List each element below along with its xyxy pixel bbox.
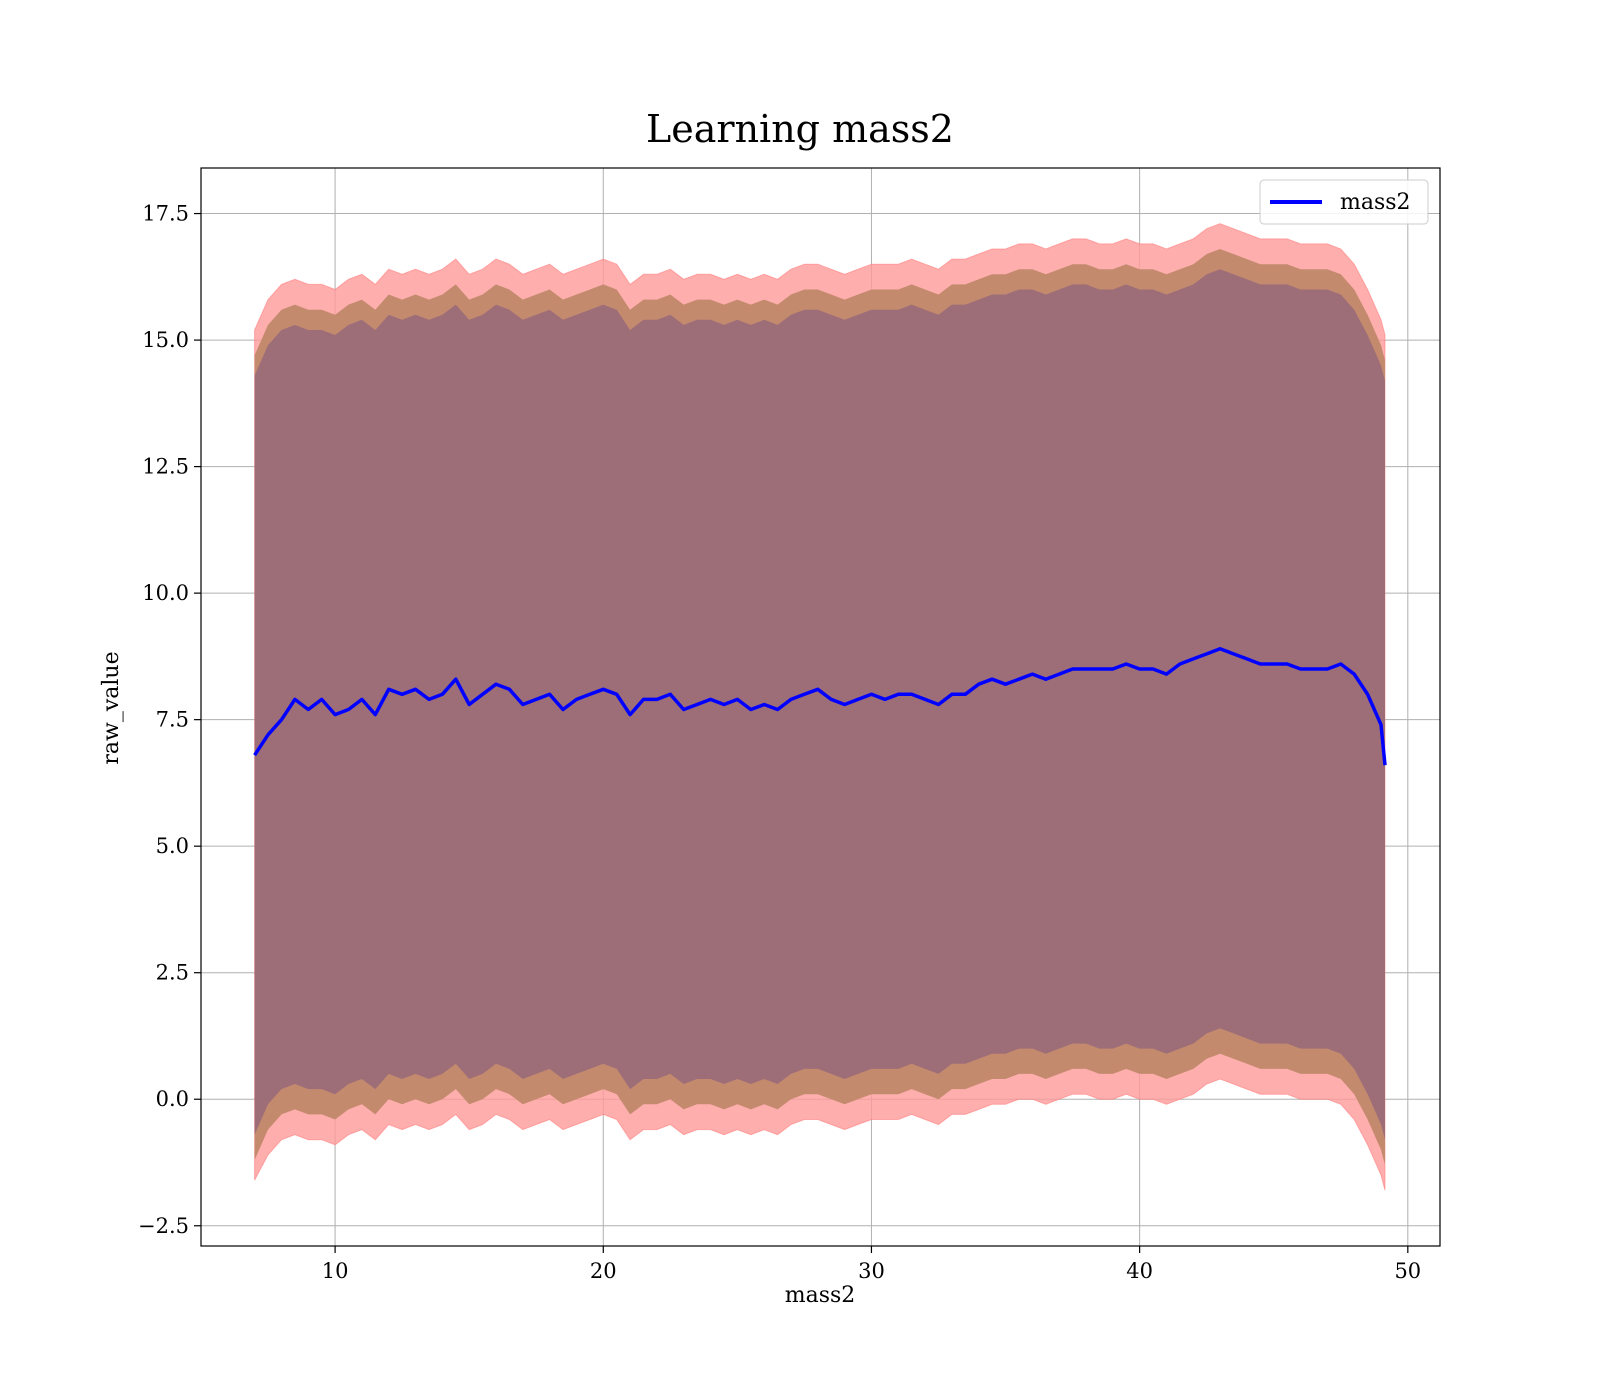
y-tick-label: −2.5 [138,1214,189,1238]
series-line-mass2 [253,647,1387,766]
y-tick-label: 15.0 [142,328,189,352]
series [253,647,1387,766]
x-axis-label: mass2 [785,1283,856,1308]
y-tick-label: 0.0 [156,1087,189,1111]
band-inner [254,269,1386,1140]
y-tick-label: 10.0 [142,581,189,605]
x-tick-label: 30 [858,1259,885,1283]
bands [254,223,1386,1191]
legend: mass2 [1259,179,1429,225]
y-axis: −2.5 0.0 2.5 5.0 7.5 10.0 12.5 15.0 17.5 [138,202,201,1238]
x-axis: 10 20 30 40 50 [322,1246,1421,1283]
y-tick-label: 5.0 [156,834,189,858]
x-tick-label: 20 [590,1259,617,1283]
y-tick-label: 2.5 [156,961,189,985]
plot-frame [200,167,1441,1247]
legend-entry-mass2: mass2 [1340,190,1411,215]
x-tick-label: 10 [322,1259,349,1283]
y-tick-label: 17.5 [142,202,189,226]
legend-box [1259,179,1429,225]
x-tick-label: 40 [1126,1259,1153,1283]
y-tick-label: 12.5 [142,455,189,479]
chart-title: Learning mass2 [646,107,954,151]
y-axis-label: raw_value [99,651,124,764]
x-tick-label: 50 [1394,1259,1421,1283]
y-tick-label: 7.5 [156,708,189,732]
